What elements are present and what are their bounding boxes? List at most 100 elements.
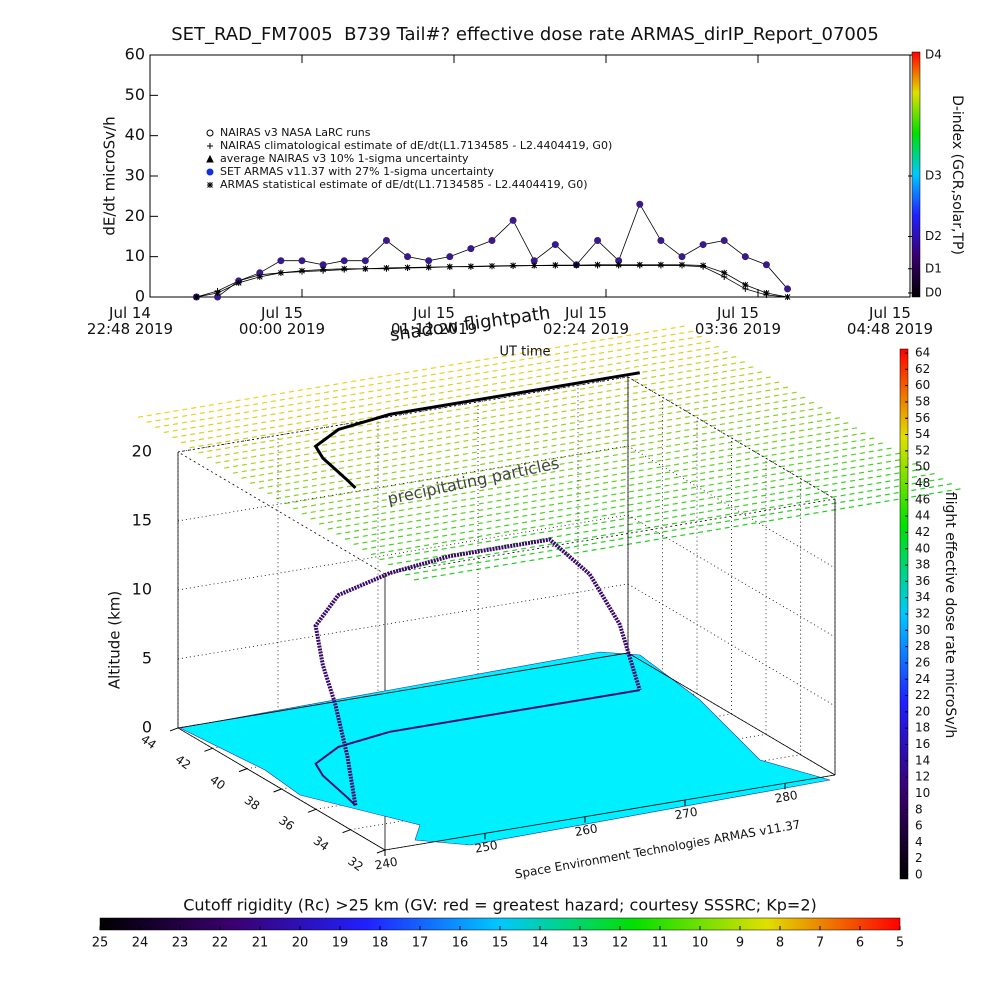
- particle-line: [301, 421, 852, 515]
- colorbar-tick-label: 32: [915, 607, 930, 621]
- particle-line: [405, 482, 956, 576]
- colorbar-tick-label: 22: [212, 936, 229, 951]
- particle-line: [163, 340, 714, 434]
- lat-tick-label: 34: [311, 834, 332, 854]
- particle-line: [155, 335, 706, 428]
- particle-line: [344, 446, 896, 540]
- x-axis-label: UT time: [500, 345, 551, 360]
- colorbar-tick-label: 56: [915, 411, 930, 425]
- colorbar-tick-label: 14: [532, 936, 549, 951]
- colorbar-tick-label: 18: [372, 936, 389, 951]
- point: [721, 269, 728, 276]
- point: [742, 281, 749, 288]
- lon-tick-label: 280: [774, 788, 799, 806]
- legend-marker: [207, 143, 213, 149]
- colorbar-tick-label: 24: [915, 672, 930, 686]
- colorbar-tick-label: 54: [915, 427, 930, 441]
- colorbar-tick-label: 9: [736, 936, 744, 951]
- particle-line: [275, 406, 827, 500]
- box-edge: [177, 652, 629, 729]
- particle-line: [181, 350, 732, 444]
- colorbar-tick-label: 19: [332, 936, 349, 951]
- point: [763, 289, 770, 296]
- colorbar-tick-label: 4: [915, 835, 923, 849]
- particle-line: [241, 385, 792, 479]
- particle-line: [293, 416, 844, 510]
- grid-line: [627, 514, 836, 638]
- colorbar-tick-label: 12: [915, 770, 930, 784]
- colorbar-tick-label: 14: [915, 753, 930, 767]
- colorbar-tick-label: 16: [915, 737, 930, 751]
- particle-line: [137, 324, 689, 418]
- colorbar-tick-label: 64: [915, 346, 930, 360]
- y-tick-label: 20: [125, 206, 145, 225]
- point: [299, 267, 305, 274]
- legend-marker: [206, 129, 214, 137]
- point: [679, 261, 685, 268]
- box-edge: [627, 652, 836, 776]
- flightpath: [313, 537, 642, 806]
- colorbar-tick-label: 15: [492, 936, 509, 951]
- point: [361, 257, 369, 265]
- point: [256, 273, 263, 280]
- colorbar-tick-label: 60: [915, 378, 930, 392]
- y2-tick-label: D1: [925, 261, 942, 275]
- y2-tick-label: D3: [925, 169, 942, 183]
- y2-tick-label: D4: [925, 48, 942, 62]
- particle-line: [310, 426, 861, 520]
- legend-label: ARMAS statistical estimate of dE/dt(L1.7…: [220, 178, 587, 191]
- map: [179, 651, 831, 846]
- y-tick: [307, 808, 317, 813]
- series-line: [196, 265, 788, 298]
- grid-line: [177, 514, 629, 591]
- colorbar-tick-label: 10: [915, 786, 930, 800]
- point: [700, 262, 707, 269]
- point: [320, 266, 327, 273]
- particle-line: [362, 457, 913, 551]
- colorbar-tick-label: 0: [915, 868, 923, 882]
- annotation: precipitating particles: [386, 453, 561, 508]
- lon-tick-label: 260: [574, 821, 599, 839]
- colorbar-tick-label: 8: [915, 802, 923, 816]
- colorbar-title: Cutoff rigidity (Rc) >25 km (GV: red = g…: [183, 896, 817, 915]
- y-tick-label: 10: [125, 246, 145, 265]
- point: [552, 262, 559, 269]
- point: [594, 261, 601, 268]
- lat-tick-label: 36: [276, 813, 297, 833]
- x-tick-label: Jul 14 22:48 2019: [86, 304, 174, 338]
- lat-tick-label: 38: [242, 793, 263, 813]
- point: [573, 262, 580, 269]
- point: [699, 241, 707, 249]
- legend-label: NAIRAS v3 NASA LaRC runs: [220, 126, 371, 139]
- point: [446, 263, 453, 270]
- colorbar-tick-label: 10: [692, 936, 709, 951]
- colorbar-tick-label: 6: [856, 936, 864, 951]
- y-tick: [169, 727, 179, 732]
- point: [741, 253, 749, 261]
- point: [594, 237, 602, 245]
- particle-line: [327, 436, 878, 530]
- colorbar-tick-label: 42: [915, 525, 930, 539]
- x-tick-label: Jul 15 01:12 2019: [390, 304, 478, 338]
- point: [678, 253, 686, 261]
- legend-label: SET ARMAS v11.37 with 27% 1-sigma uncert…: [220, 165, 494, 178]
- legend-label: average NAIRAS v3 10% 1-sigma uncertaint…: [220, 152, 469, 165]
- point: [636, 200, 644, 208]
- colorbar-tick-label: 58: [915, 394, 930, 408]
- particle-line: [172, 345, 723, 439]
- lat-tick-label: 32: [345, 854, 366, 874]
- particle-sheet: [137, 324, 965, 581]
- point: [510, 262, 517, 269]
- lon-tick-label: 270: [674, 805, 699, 823]
- colorbar-tick-label: 34: [915, 590, 930, 604]
- colorbar-tick-label: 12: [612, 936, 629, 951]
- colorbar-tick-label: 16: [452, 936, 469, 951]
- particle-line: [146, 330, 697, 423]
- particle-line: [206, 365, 758, 459]
- point: [404, 253, 412, 261]
- colorbar-tick-label: 21: [252, 936, 269, 951]
- particle-line: [396, 477, 947, 571]
- point: [404, 264, 411, 271]
- point: [298, 257, 306, 265]
- colorbar-tick-label: 26: [915, 655, 930, 669]
